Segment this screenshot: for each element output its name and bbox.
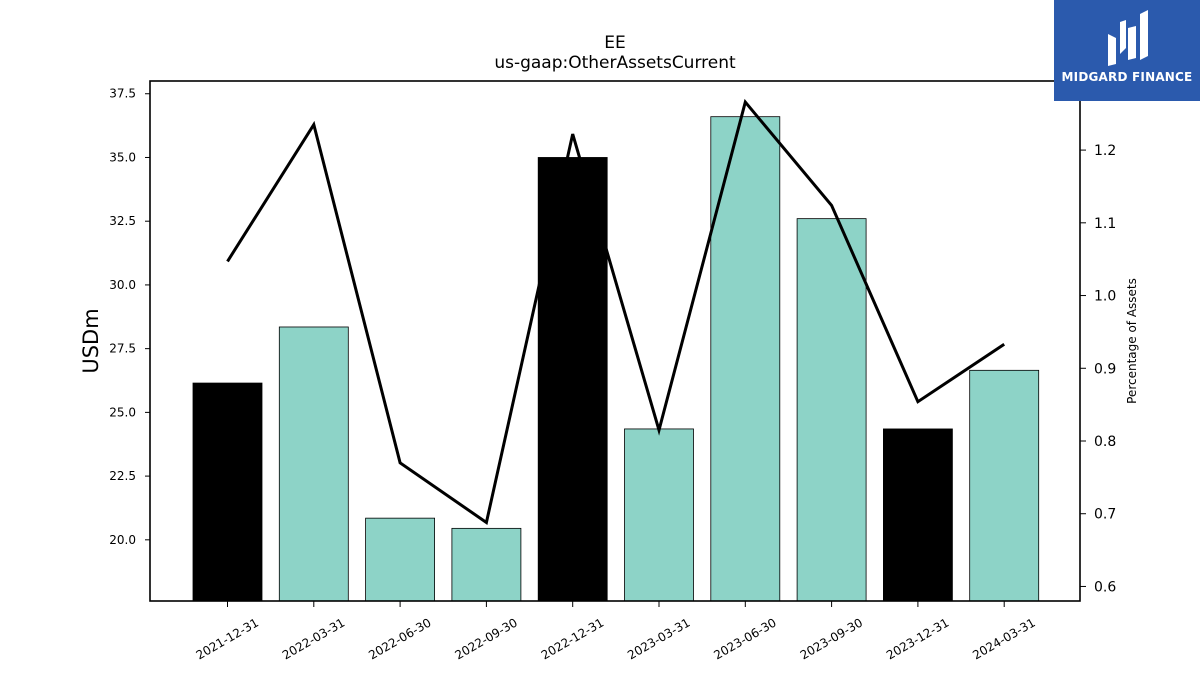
bar-2023-09-30 bbox=[796, 218, 867, 602]
y-axis-right: 0.6 0.7 0.8 0.9 1.0 1.1 1.2 bbox=[1080, 143, 1116, 595]
y-left-tick-label: 25.0 bbox=[109, 405, 136, 419]
y-left-tick-label: 22.5 bbox=[109, 469, 136, 483]
y-right-tick-label: 1.2 bbox=[1094, 143, 1116, 159]
logo-mark-icon bbox=[1108, 10, 1148, 66]
bar-2023-03-31 bbox=[624, 428, 694, 602]
x-tick-label: 2024-03-31 bbox=[970, 615, 1037, 662]
x-tick-label: 2021-12-31 bbox=[194, 615, 261, 662]
chart-subtitle: us-gaap:OtherAssetsCurrent bbox=[494, 53, 736, 73]
y-right-tick-label: 0.6 bbox=[1094, 579, 1116, 595]
y-left-tick-label: 30.0 bbox=[109, 278, 136, 292]
y-left-tick-label: 27.5 bbox=[109, 342, 136, 356]
y-right-tick-label: 0.9 bbox=[1094, 361, 1116, 377]
x-tick-label: 2023-03-31 bbox=[625, 615, 692, 662]
y-right-tick-label: 1.0 bbox=[1094, 289, 1116, 305]
bar-2022-09-30 bbox=[451, 527, 522, 602]
x-tick-label: 2022-09-30 bbox=[452, 615, 519, 662]
chart-title: EE bbox=[604, 33, 625, 53]
bar-2022-03-31 bbox=[278, 326, 349, 602]
x-tick-label: 2023-06-30 bbox=[711, 615, 778, 662]
brand-logo: MIDGARD FINANCE bbox=[1054, 0, 1200, 101]
x-tick-label: 2022-03-31 bbox=[280, 615, 347, 662]
y-right-tick-label: 0.7 bbox=[1094, 507, 1116, 523]
y-left-tick-label: 32.5 bbox=[109, 214, 136, 228]
bars-group bbox=[192, 116, 1040, 602]
x-tick-label: 2023-09-30 bbox=[798, 615, 865, 662]
y-left-tick-label: 20.0 bbox=[109, 533, 136, 547]
bar-2022-12-31 bbox=[537, 157, 608, 602]
bar-2023-12-31 bbox=[883, 428, 953, 602]
x-tick-label: 2022-12-31 bbox=[539, 615, 606, 662]
y-left-tick-label: 37.5 bbox=[109, 87, 136, 101]
y-left-tick-label: 35.0 bbox=[109, 150, 136, 164]
bar-2024-03-31 bbox=[969, 369, 1040, 602]
y-right-tick-label: 0.8 bbox=[1094, 434, 1116, 450]
y-axis-left: 20.0 22.5 25.0 27.5 30.0 32.5 35.0 37.5 bbox=[109, 87, 150, 547]
logo-text: MIDGARD FINANCE bbox=[1061, 70, 1193, 84]
bar-2022-06-30 bbox=[365, 517, 436, 602]
bar-2021-12-31 bbox=[192, 382, 263, 602]
x-tick-label: 2023-12-31 bbox=[884, 615, 951, 662]
y-right-tick-label: 1.1 bbox=[1094, 216, 1116, 232]
x-tick-label: 2022-06-30 bbox=[366, 615, 433, 662]
plot-frame bbox=[149, 80, 1081, 602]
y-axis-right-label: Percentage of Assets bbox=[1125, 278, 1139, 404]
percentage-line-series bbox=[226, 98, 1006, 526]
y-axis-left-label: USDm bbox=[79, 308, 103, 373]
bar-2023-06-30 bbox=[710, 116, 781, 602]
x-axis: 2021-12-31 2022-03-31 2022-06-30 2022-09-30… bbox=[194, 601, 1038, 662]
